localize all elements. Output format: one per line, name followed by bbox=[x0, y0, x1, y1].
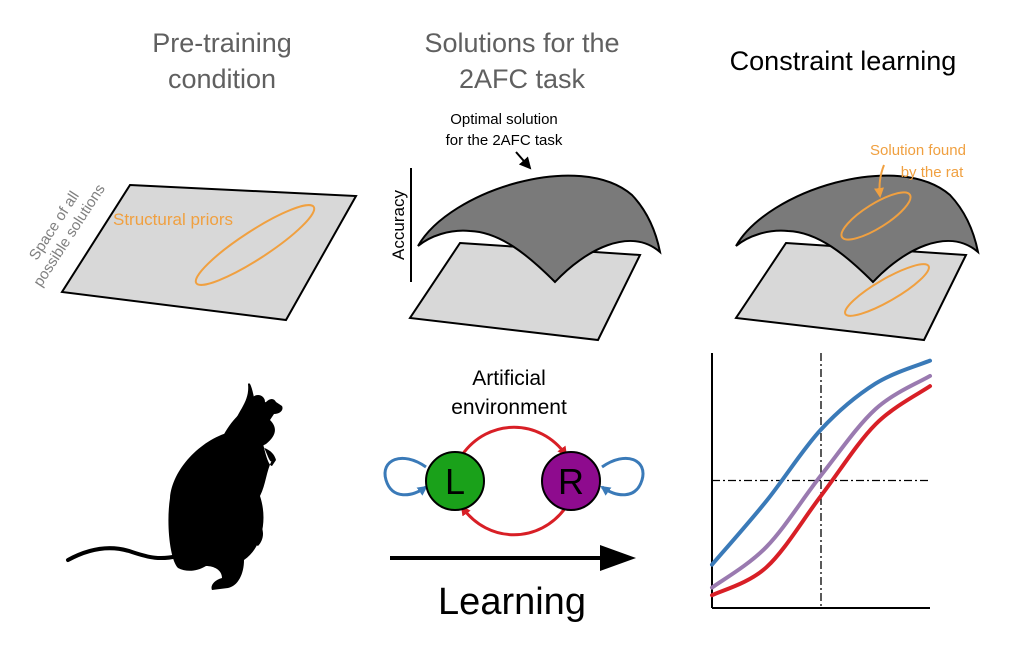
priors-ellipse-projected bbox=[844, 263, 930, 317]
rat-tail bbox=[66, 546, 180, 562]
structural-priors-ellipse bbox=[194, 204, 316, 286]
self-loop-r bbox=[600, 456, 645, 497]
psychometric-curve-3 bbox=[710, 384, 932, 598]
rat-front-paw bbox=[234, 486, 263, 546]
solutions-panel: Solutions for the 2AFC task Optimal solu… bbox=[389, 28, 662, 342]
solution-found-line1: Solution found bbox=[870, 142, 966, 159]
pretraining-title-line1: Pre-training bbox=[152, 28, 292, 58]
rat-head bbox=[222, 399, 283, 450]
solution-found-arrow bbox=[874, 164, 885, 198]
rat-silhouette bbox=[66, 383, 283, 590]
pretraining-title-line2: condition bbox=[168, 64, 276, 94]
solutions-title-line1: Solutions for the bbox=[424, 28, 619, 58]
environment-title-line1: Artificial bbox=[472, 367, 546, 390]
self-loop-l bbox=[383, 456, 428, 497]
environment-title-line2: environment bbox=[451, 396, 567, 419]
psychometric-curve-1 bbox=[710, 358, 932, 567]
constraint-surface bbox=[735, 174, 980, 284]
environment-diagram: Artificial environment L R bbox=[383, 367, 645, 537]
solution-space-plane bbox=[60, 183, 358, 322]
state-right-label: R bbox=[558, 461, 584, 502]
accuracy-surface bbox=[417, 174, 662, 284]
optimal-label-line1: Optimal solution bbox=[450, 111, 558, 128]
optimal-label-line2: for the 2AFC task bbox=[446, 132, 563, 149]
state-left-label: L bbox=[445, 461, 465, 502]
solutions-title-line2: 2AFC task bbox=[459, 64, 586, 94]
solution-plane bbox=[408, 241, 642, 342]
pretraining-panel: Pre-training condition Structural priors… bbox=[26, 28, 358, 322]
accuracy-label: Accuracy bbox=[389, 190, 408, 260]
state-right-node bbox=[541, 451, 601, 511]
learning-arrowhead bbox=[600, 545, 636, 571]
psychometric-curve-2 bbox=[710, 373, 932, 590]
solution-found-line2: by the rat bbox=[901, 164, 964, 181]
constraint-title: Constraint learning bbox=[730, 46, 957, 76]
learning-arrow-group: Learning bbox=[390, 545, 636, 623]
constraint-panel: Constraint learning Solution found by th… bbox=[730, 46, 980, 342]
solution-found-ellipse bbox=[840, 191, 912, 241]
optimal-arrow bbox=[515, 151, 532, 170]
state-left-node bbox=[425, 451, 485, 511]
chart-series-group bbox=[710, 358, 932, 598]
transition-arrow-l-to-r bbox=[460, 425, 568, 457]
learning-label: Learning bbox=[438, 581, 586, 623]
psychometric-chart bbox=[710, 353, 932, 609]
transition-arrow-r-to-l bbox=[460, 505, 568, 537]
rat-ear bbox=[251, 395, 265, 409]
structural-priors-label: Structural priors bbox=[113, 210, 233, 229]
